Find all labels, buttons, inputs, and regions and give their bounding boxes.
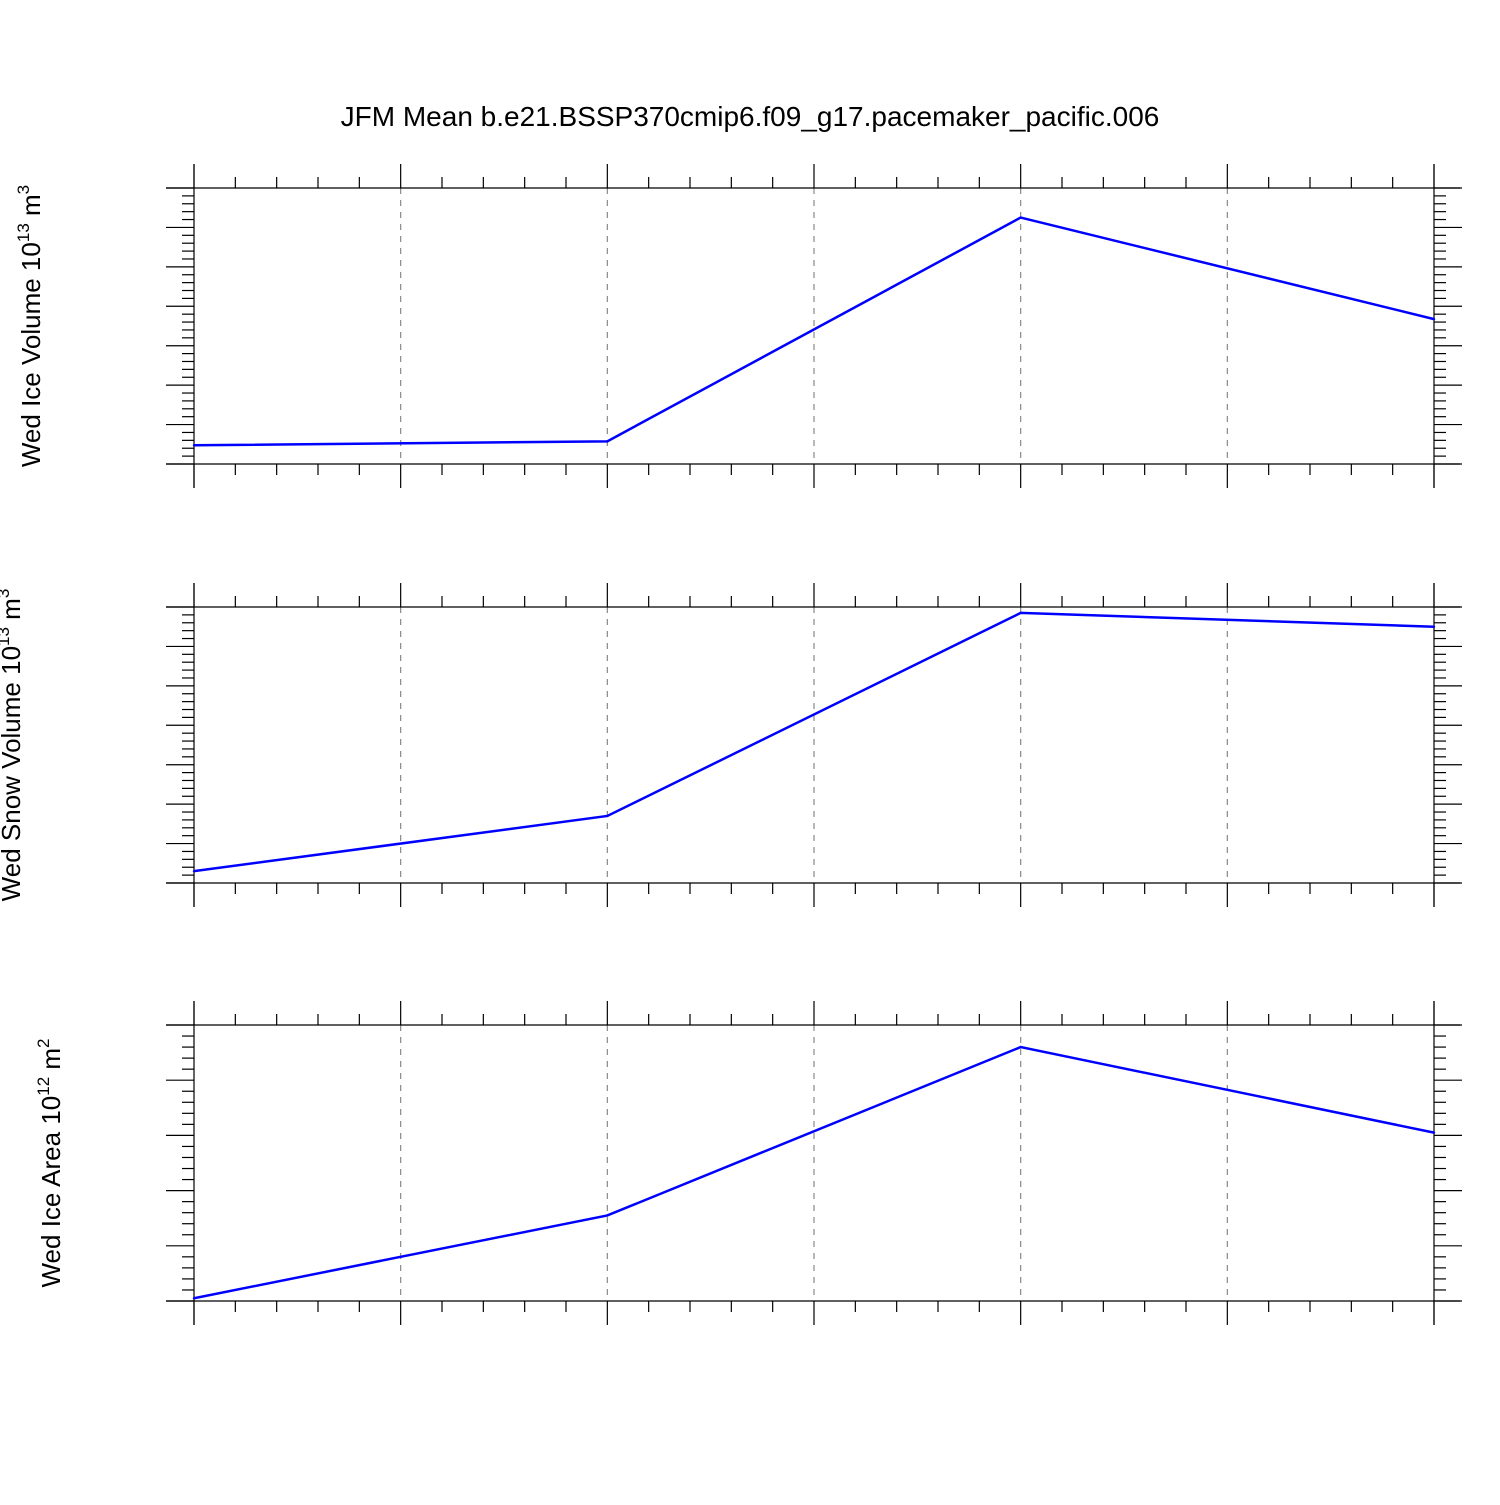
y-axis-label-unit-exponent: 3 [0,589,13,598]
data-point [606,814,609,818]
panel-1: Wed Ice Volume 1013 m3 [14,164,1462,488]
series-line [193,216,1435,447]
figure-title: JFM Mean b.e21.BSSP370cmip6.f09_g17.pace… [341,101,1160,132]
y-axis-label-unit: m [0,598,26,627]
y-axis-label-unit: m [36,1048,66,1077]
data-point [192,444,196,447]
panel-3: Wed Ice Area 1012 m2 [34,1001,1462,1325]
data-point [1432,625,1436,628]
y-axis-label: Wed Ice Volume 1013 m3 [14,185,46,467]
y-axis-label-text: Wed Ice Area 10 [36,1096,66,1288]
y-axis-label-unit-exponent: 3 [14,185,33,194]
series-line [193,1045,1435,1300]
data-point [606,1214,609,1217]
y-axis-label: Wed Snow Volume 1013 m3 [0,589,26,902]
data-point [192,1297,196,1300]
y-axis-label-text: Wed Ice Volume 10 [16,242,46,467]
data-point [1432,1131,1436,1134]
y-axis-label-exponent: 13 [14,223,33,242]
data-point [606,440,609,443]
y-axis-label-text: Wed Snow Volume 10 [0,646,26,901]
y-axis-label-exponent: 12 [34,1077,53,1096]
y-axis-label-unit: m [16,194,46,223]
y-axis-label-unit-exponent: 2 [34,1038,53,1047]
panel-2: Wed Snow Volume 1013 m3 [0,583,1462,907]
data-point [192,869,196,873]
data-point [1019,216,1022,219]
data-point [1019,1045,1022,1049]
y-axis-label: Wed Ice Area 1012 m2 [34,1038,66,1287]
data-point [1432,317,1436,321]
y-axis-label-exponent: 13 [0,627,13,646]
data-point [1019,611,1022,615]
series-line [193,611,1435,873]
